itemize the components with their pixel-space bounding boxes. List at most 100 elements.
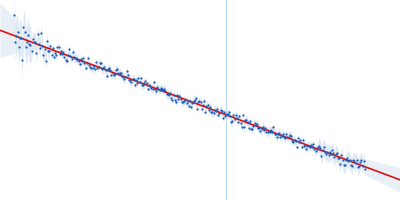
Point [240,113,246,116]
Point [58,49,64,52]
Point [25,33,31,36]
Point [67,54,74,57]
Point [207,105,213,109]
Point [139,83,145,86]
Point [84,61,90,65]
Point [314,147,320,150]
Point [62,58,69,62]
Point [283,133,290,136]
Point [105,67,111,70]
Point [209,111,216,114]
Point [161,87,168,90]
Point [135,76,142,79]
Point [183,101,190,104]
Point [340,164,347,167]
Point [256,126,262,129]
Point [284,136,291,139]
Point [182,99,188,102]
Point [51,55,57,58]
Point [110,71,116,75]
Point [170,93,177,97]
Point [289,139,295,142]
Point [328,152,334,156]
Point [356,164,362,167]
Point [334,152,340,155]
Point [144,82,150,85]
Point [216,111,222,114]
Point [308,144,314,147]
Point [133,78,139,81]
Point [173,100,179,104]
Point [56,45,62,48]
Point [196,100,203,103]
Point [142,80,149,83]
Point [41,48,48,51]
Point [156,89,163,92]
Point [358,158,364,161]
Point [311,148,318,151]
Point [68,57,75,60]
Point [20,25,27,28]
Point [275,133,281,136]
Point [230,114,237,117]
Point [355,165,361,169]
Point [180,101,186,104]
Point [362,167,368,170]
Point [272,132,279,136]
Point [75,59,82,62]
Point [217,108,224,111]
Point [247,119,253,122]
Point [310,143,316,146]
Point [357,160,364,163]
Point [266,129,272,132]
Point [198,107,205,110]
Point [61,55,68,58]
Point [309,145,315,148]
Point [303,147,310,151]
Point [19,58,26,61]
Point [301,144,307,147]
Point [126,78,132,81]
Point [326,150,333,153]
Point [343,159,349,162]
Point [81,61,88,65]
Point [34,33,41,36]
Point [214,107,220,110]
Point [304,144,311,147]
Point [118,72,124,75]
Point [292,140,299,143]
Point [124,69,130,72]
Point [179,100,185,103]
Point [104,74,110,77]
Point [66,48,72,51]
Point [172,98,178,101]
Point [229,120,236,123]
Point [277,136,284,139]
Point [221,110,227,114]
Point [233,113,239,117]
Point [255,127,261,130]
Point [11,13,17,17]
Point [96,62,103,65]
Point [202,110,208,113]
Point [224,113,231,116]
Point [27,43,34,46]
Point [252,123,259,127]
Point [153,90,159,93]
Point [281,135,287,138]
Point [280,132,286,135]
Point [187,100,193,103]
Point [60,51,66,54]
Point [226,111,232,114]
Point [149,88,156,91]
Point [30,38,36,41]
Point [102,69,109,72]
Point [162,90,169,93]
Point [345,159,352,162]
Point [282,137,288,140]
Point [155,87,162,91]
Point [244,121,251,124]
Point [16,45,22,48]
Point [325,153,332,156]
Point [158,86,164,90]
